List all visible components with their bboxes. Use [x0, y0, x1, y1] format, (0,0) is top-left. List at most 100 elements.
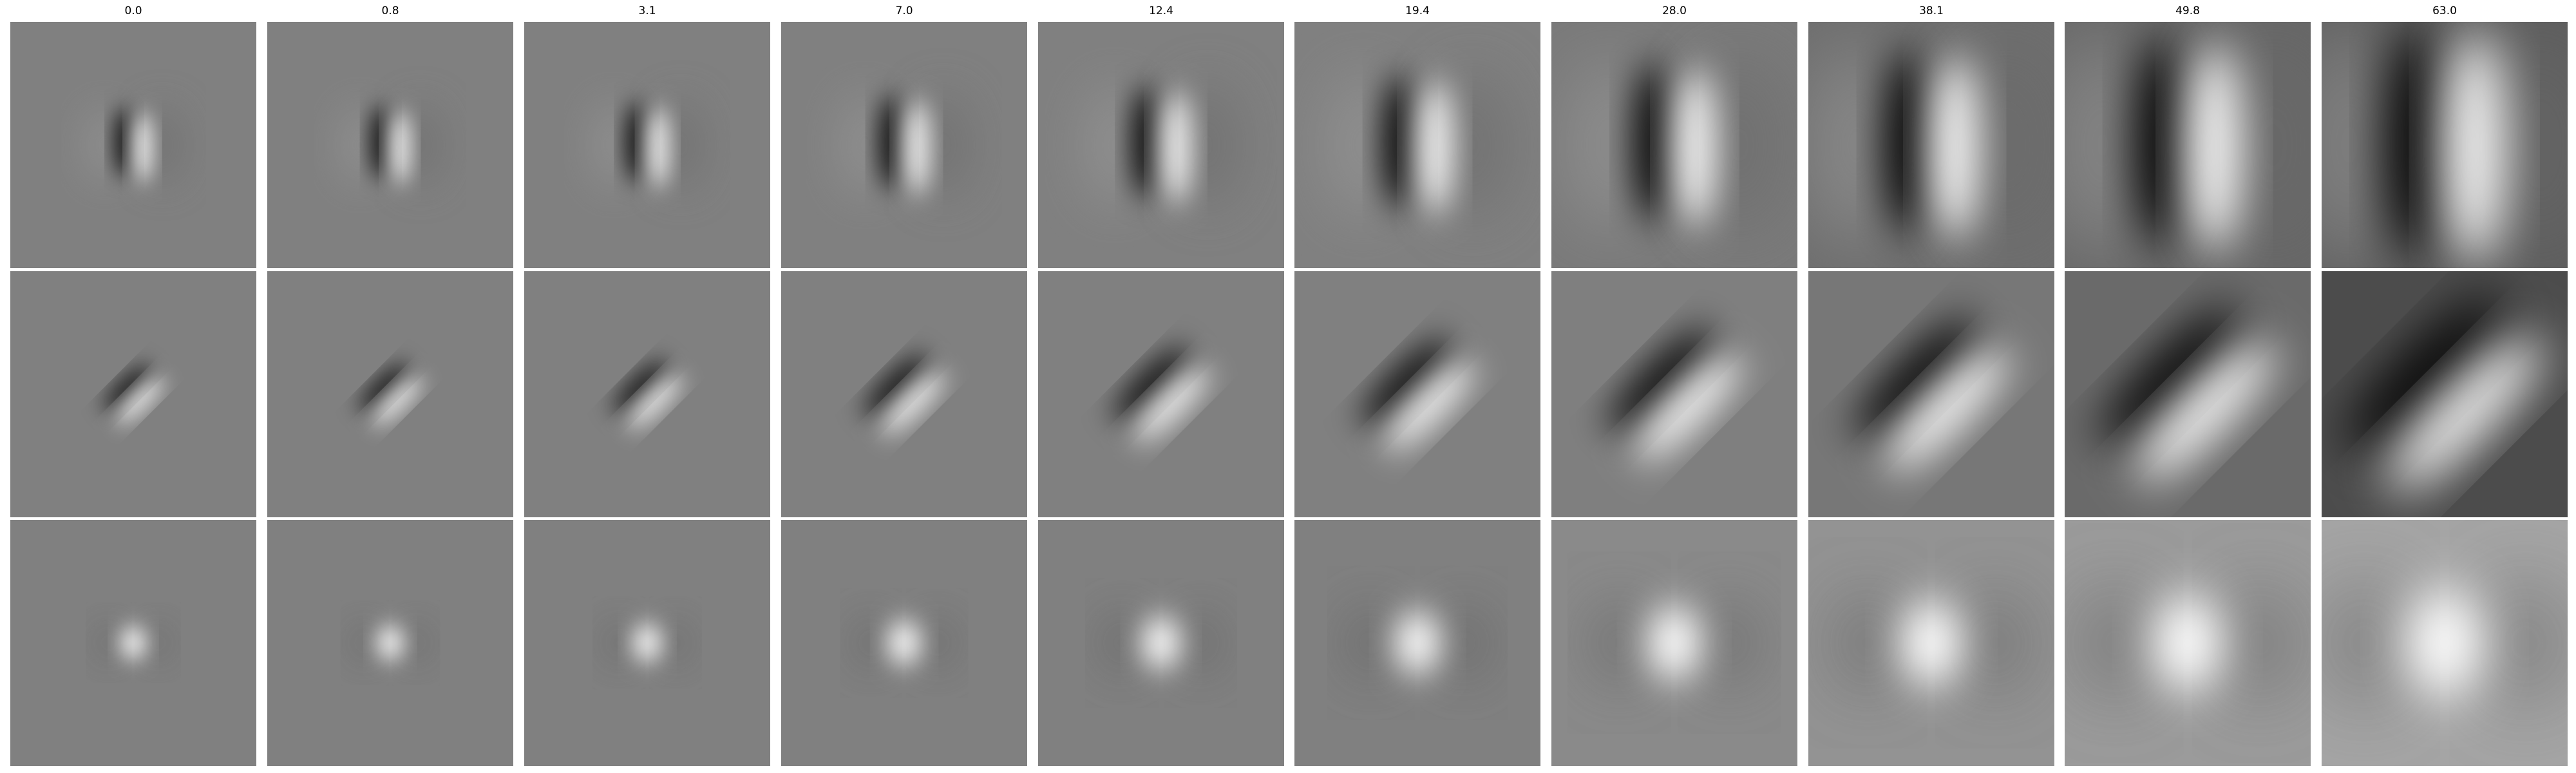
- bright-lobe: [2136, 342, 2275, 481]
- bright-lobe: [1931, 55, 1978, 240]
- dark-lobe: [1114, 347, 1189, 423]
- bright-lobe: [1417, 80, 1452, 215]
- filter-image: [2322, 271, 2568, 517]
- dark-lobe: [880, 94, 904, 191]
- panel-background: [267, 271, 513, 517]
- halo-left: [2065, 30, 2161, 260]
- dark-lobe: [2347, 297, 2503, 452]
- column-title: 3.1: [638, 5, 656, 17]
- filter-panel-row-3-col-3: [524, 520, 770, 766]
- bright-center: [634, 624, 661, 662]
- filter-image: [1808, 520, 2054, 766]
- dark-side-right: [1967, 595, 2022, 691]
- dark-side-left: [1105, 613, 1139, 673]
- dark-lobe: [359, 363, 409, 413]
- dark-lobe: [2101, 307, 2240, 446]
- halo-right: [399, 104, 442, 186]
- filter-panel-row-3-col-7: [1551, 520, 1797, 766]
- bright-lobe: [627, 374, 681, 428]
- filter-image: [2065, 520, 2311, 766]
- dark-lobe: [115, 107, 133, 178]
- bright-center: [122, 626, 145, 660]
- column-title: 12.4: [1149, 5, 1173, 17]
- bright-lobe: [1674, 68, 1715, 227]
- bright-lobe: [390, 110, 410, 185]
- filter-image: [1038, 271, 1284, 517]
- halo-left: [339, 104, 381, 186]
- column-title: 7.0: [895, 5, 913, 17]
- dark-side-left: [1596, 601, 1643, 685]
- column-title: 0.8: [381, 5, 399, 17]
- bright-lobe: [2188, 43, 2241, 253]
- bright-lobe: [2387, 336, 2542, 491]
- filter-image: [1294, 520, 1540, 766]
- panel-background: [2065, 271, 2311, 517]
- bright-lobe: [1161, 91, 1190, 204]
- bright-center: [1901, 599, 1962, 687]
- dark-lobe: [1855, 318, 1977, 440]
- dark-side-right: [1183, 613, 1217, 673]
- dark-side-right: [1706, 601, 1753, 685]
- filter-image: [524, 22, 770, 268]
- column-title: 19.4: [1405, 5, 1430, 17]
- filter-image: [1551, 271, 1797, 517]
- filter-panel-row-1-col-9: [2065, 22, 2311, 268]
- panel-background: [781, 271, 1027, 517]
- bright-lobe: [1886, 348, 2008, 471]
- dark-lobe: [1634, 62, 1674, 222]
- filter-panel-row-2-col-8: [1808, 271, 2054, 517]
- halo-right: [1175, 82, 1239, 207]
- filter-panel-row-1-col-6: [1294, 22, 1540, 268]
- filter-panel-row-3-col-5: [1038, 520, 1284, 766]
- dark-side-right: [147, 624, 169, 662]
- filter-image: [1551, 22, 1797, 268]
- filter-panel-row-1-col-3: [524, 22, 770, 268]
- panel-background: [524, 271, 770, 517]
- filter-image: [10, 22, 256, 268]
- bright-lobe: [1634, 354, 1741, 461]
- filter-image: [2065, 22, 2311, 268]
- filter-panel-row-2-col-9: [2065, 271, 2311, 517]
- bright-lobe: [904, 99, 929, 196]
- filter-panel-row-3-col-6: [1294, 520, 1540, 766]
- panel-background: [1808, 271, 2054, 517]
- dark-lobe: [864, 354, 928, 418]
- filter-panel-row-1-col-8: [1808, 22, 2054, 268]
- dark-side-left: [857, 618, 886, 668]
- panel-background: [1038, 271, 1284, 517]
- halo-left: [591, 100, 637, 190]
- filter-panel-row-2-col-1: [10, 271, 256, 517]
- halo-left: [1564, 57, 1654, 233]
- dark-lobe: [371, 105, 390, 180]
- dark-lobe: [613, 360, 668, 415]
- filter-image: [2322, 22, 2568, 268]
- halo-right: [1694, 57, 1785, 233]
- dark-lobe: [1608, 328, 1714, 434]
- filter-panel-row-2-col-4: [781, 271, 1027, 517]
- filter-image: [781, 520, 1027, 766]
- column-title: 38.1: [1919, 5, 1944, 17]
- halo-right: [1434, 71, 1510, 219]
- filter-panel-row-2-col-10: [2322, 271, 2568, 517]
- dark-side-left: [1351, 607, 1391, 678]
- halo-right: [1955, 43, 2054, 247]
- dark-lobe: [1361, 338, 1451, 428]
- filter-panel-row-3-col-9: [2065, 520, 2311, 766]
- dark-lobe: [1383, 75, 1417, 210]
- filter-image: [10, 520, 256, 766]
- filter-panel-row-2-col-6: [1294, 271, 1540, 517]
- filter-image: [781, 271, 1027, 517]
- panel-background: [10, 22, 256, 268]
- halo-left: [1083, 82, 1147, 207]
- panel-background: [267, 22, 513, 268]
- filter-image: [1551, 520, 1797, 766]
- dark-side-left: [98, 624, 120, 662]
- filter-image: [2065, 271, 2311, 517]
- panel-background: [2322, 271, 2568, 517]
- dark-side-right: [923, 618, 952, 668]
- bright-center: [1395, 611, 1440, 675]
- bright-center: [2406, 587, 2483, 698]
- dark-side-right: [2229, 588, 2291, 698]
- bright-center: [2153, 593, 2222, 692]
- panel-background: [781, 22, 1027, 268]
